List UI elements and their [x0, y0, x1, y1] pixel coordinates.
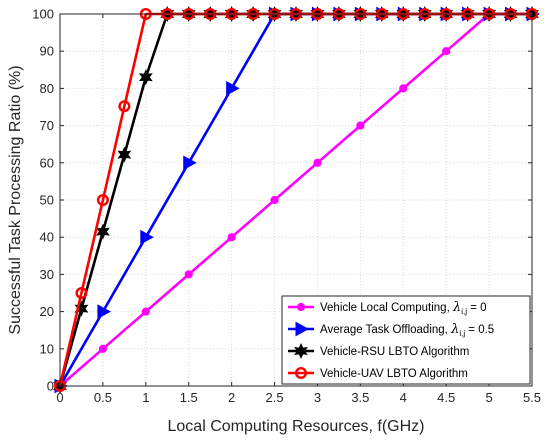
- data-point: [295, 321, 310, 337]
- legend-label: Vehicle-UAV LBTO Algorithm: [320, 368, 468, 380]
- data-point: [96, 193, 109, 206]
- legend-label: Vehicle Local Computing, λi,j = 0: [320, 300, 487, 316]
- y-tick-label: 60: [40, 155, 54, 170]
- data-point: [74, 300, 89, 317]
- data-point: [75, 287, 88, 300]
- data-point: [117, 146, 132, 163]
- data-point: [97, 304, 111, 319]
- x-tick-label: 0: [56, 390, 63, 405]
- data-point: [356, 121, 365, 130]
- legend-series-name: Vehicle-UAV LBTO Algorithm: [320, 368, 468, 380]
- x-tick-label: 2: [228, 390, 235, 405]
- legend-label: Vehicle-RSU LBTO Algorithm: [320, 346, 469, 358]
- data-point: [226, 81, 240, 96]
- x-tick-label: 4: [400, 390, 407, 405]
- y-tick-label: 80: [40, 81, 54, 96]
- x-tick-label: 4.5: [437, 390, 455, 405]
- legend-lambda-symbol: λ: [452, 300, 461, 315]
- data-point: [141, 307, 150, 316]
- y-tick-label: 30: [40, 267, 54, 282]
- legend-item: Average Task Offloading, λi,j = 0.5: [288, 321, 494, 338]
- data-point: [399, 84, 408, 93]
- x-tick-label: 5: [485, 390, 492, 405]
- data-point: [313, 158, 322, 167]
- data-point: [227, 233, 236, 242]
- legend-parameter-value: = 0.5: [465, 324, 494, 336]
- legend-subscript: i,j: [461, 307, 467, 316]
- x-tick-label: 1: [142, 390, 149, 405]
- legend-box: [281, 295, 531, 385]
- legend-label: Average Task Offloading, λi,j = 0.5: [320, 322, 494, 338]
- legend-parameter-value: = 0: [467, 302, 487, 314]
- y-tick-label: 10: [40, 341, 54, 356]
- y-tick-label: 40: [40, 230, 54, 245]
- legend-series-name: Vehicle Local Computing,: [320, 302, 453, 314]
- x-tick-label: 0.5: [94, 390, 112, 405]
- legend-item: Vehicle-UAV LBTO Algorithm: [288, 367, 468, 380]
- y-axis-label: Successful Task Processing Ratio (%): [7, 65, 24, 334]
- legend-item: Vehicle-RSU LBTO Algorithm: [288, 343, 469, 359]
- x-tick-label: 2.5: [266, 390, 284, 405]
- data-point: [442, 47, 451, 56]
- x-tick-label: 1.5: [180, 390, 198, 405]
- data-point: [295, 367, 308, 380]
- y-tick-label: 20: [40, 304, 54, 319]
- y-tick-label: 50: [40, 193, 54, 208]
- y-tick-label: 70: [40, 118, 54, 133]
- data-point: [296, 302, 306, 312]
- data-point: [138, 69, 153, 86]
- y-tick-label: 0: [47, 379, 54, 394]
- axis-ticks: 0 0.5 1 1.5 2 2.5 3 3.5 4 4.5 5 5.5 0 10 20 30 40 50 60 70 8…: [32, 7, 541, 406]
- legend: Vehicle Local Computing, λi,j = 0Average…: [281, 295, 531, 385]
- data-point: [98, 344, 108, 353]
- legend-subscript: i,j: [459, 329, 465, 338]
- data-point: [270, 195, 279, 205]
- data-point: [183, 155, 197, 171]
- data-point: [184, 270, 193, 279]
- data-point: [294, 343, 308, 359]
- y-tick-label: 100: [32, 7, 54, 22]
- x-axis-label: Local Computing Resources, f(GHz): [168, 418, 425, 435]
- legend-item: Vehicle Local Computing, λi,j = 0: [288, 300, 487, 316]
- y-tick-label: 90: [40, 44, 54, 59]
- data-point: [140, 229, 154, 245]
- x-tick-label: 5.5: [523, 390, 541, 405]
- legend-lambda-symbol: λ: [450, 322, 459, 337]
- data-point: [118, 100, 131, 113]
- legend-series-name: Vehicle-RSU LBTO Algorithm: [320, 346, 469, 358]
- legend-series-name: Average Task Offloading,: [320, 324, 451, 336]
- x-tick-label: 3: [314, 390, 321, 405]
- x-tick-label: 3.5: [351, 390, 369, 405]
